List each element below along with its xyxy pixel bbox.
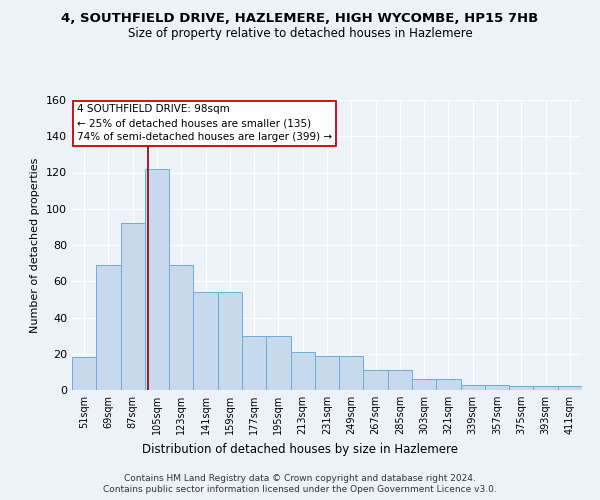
Bar: [121, 223, 145, 390]
Bar: [558, 386, 582, 390]
Bar: [72, 358, 96, 390]
Bar: [266, 336, 290, 390]
Text: 4 SOUTHFIELD DRIVE: 98sqm
← 25% of detached houses are smaller (135)
74% of semi: 4 SOUTHFIELD DRIVE: 98sqm ← 25% of detac…: [77, 104, 332, 142]
Bar: [461, 384, 485, 390]
Bar: [193, 292, 218, 390]
Bar: [218, 292, 242, 390]
Y-axis label: Number of detached properties: Number of detached properties: [31, 158, 40, 332]
Bar: [339, 356, 364, 390]
Bar: [412, 379, 436, 390]
Bar: [436, 379, 461, 390]
Bar: [169, 265, 193, 390]
Text: Distribution of detached houses by size in Hazlemere: Distribution of detached houses by size …: [142, 442, 458, 456]
Bar: [242, 336, 266, 390]
Text: 4, SOUTHFIELD DRIVE, HAZLEMERE, HIGH WYCOMBE, HP15 7HB: 4, SOUTHFIELD DRIVE, HAZLEMERE, HIGH WYC…: [61, 12, 539, 26]
Bar: [533, 386, 558, 390]
Bar: [315, 356, 339, 390]
Bar: [388, 370, 412, 390]
Bar: [509, 386, 533, 390]
Bar: [364, 370, 388, 390]
Text: Contains public sector information licensed under the Open Government Licence v3: Contains public sector information licen…: [103, 485, 497, 494]
Bar: [145, 169, 169, 390]
Bar: [485, 384, 509, 390]
Bar: [290, 352, 315, 390]
Text: Contains HM Land Registry data © Crown copyright and database right 2024.: Contains HM Land Registry data © Crown c…: [124, 474, 476, 483]
Bar: [96, 265, 121, 390]
Text: Size of property relative to detached houses in Hazlemere: Size of property relative to detached ho…: [128, 28, 472, 40]
